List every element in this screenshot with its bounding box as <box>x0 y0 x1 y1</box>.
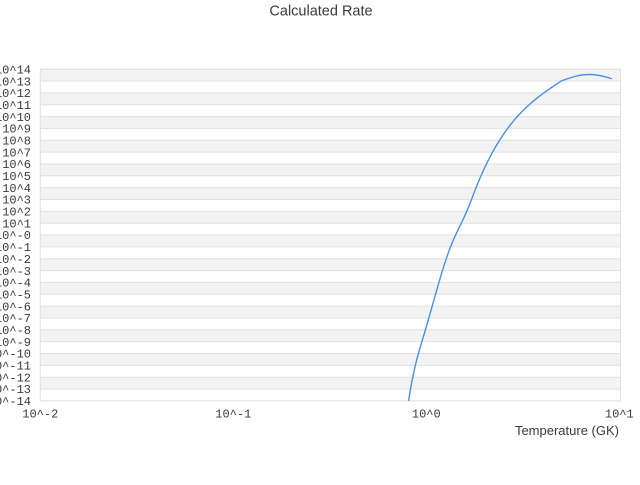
svg-text:10^-11: 10^-11 <box>0 360 31 374</box>
svg-text:10^3: 10^3 <box>2 194 31 208</box>
svg-text:10^-14: 10^-14 <box>0 395 31 409</box>
svg-text:10^9: 10^9 <box>2 123 31 137</box>
svg-text:10^-4: 10^-4 <box>0 277 31 291</box>
svg-text:10^6: 10^6 <box>2 158 31 172</box>
svg-text:10^8: 10^8 <box>2 134 31 148</box>
svg-text:10^13: 10^13 <box>0 75 31 89</box>
svg-text:10^4: 10^4 <box>2 182 31 196</box>
svg-text:10^14: 10^14 <box>0 63 31 77</box>
svg-text:10^-8: 10^-8 <box>0 324 31 338</box>
svg-text:10^12: 10^12 <box>0 87 31 101</box>
svg-text:10^-6: 10^-6 <box>0 300 31 314</box>
svg-text:Calculated Rate: Calculated Rate <box>269 4 372 20</box>
svg-text:10^-3: 10^-3 <box>0 265 31 279</box>
svg-text:10^-7: 10^-7 <box>0 312 31 326</box>
svg-text:10^-13: 10^-13 <box>0 383 31 397</box>
svg-text:10^10: 10^10 <box>0 111 31 125</box>
svg-text:10^-12: 10^-12 <box>0 371 31 385</box>
svg-text:10^-2: 10^-2 <box>0 253 31 267</box>
svg-text:10^-0: 10^-0 <box>0 229 31 243</box>
svg-text:10^-9: 10^-9 <box>0 336 31 350</box>
svg-text:10^2: 10^2 <box>2 206 31 220</box>
svg-text:10^1: 10^1 <box>605 408 634 422</box>
svg-text:10^-2: 10^-2 <box>22 408 58 422</box>
svg-text:10^-5: 10^-5 <box>0 288 31 302</box>
svg-text:10^5: 10^5 <box>2 170 31 184</box>
svg-text:10^-1: 10^-1 <box>215 408 251 422</box>
svg-text:10^-1: 10^-1 <box>0 241 31 255</box>
svg-text:10^11: 10^11 <box>0 99 31 113</box>
svg-text:10^7: 10^7 <box>2 146 31 160</box>
svg-text:10^-10: 10^-10 <box>0 348 31 362</box>
svg-text:10^1: 10^1 <box>2 217 31 231</box>
svg-text:10^0: 10^0 <box>412 408 441 422</box>
svg-text:Temperature (GK): Temperature (GK) <box>515 423 619 438</box>
